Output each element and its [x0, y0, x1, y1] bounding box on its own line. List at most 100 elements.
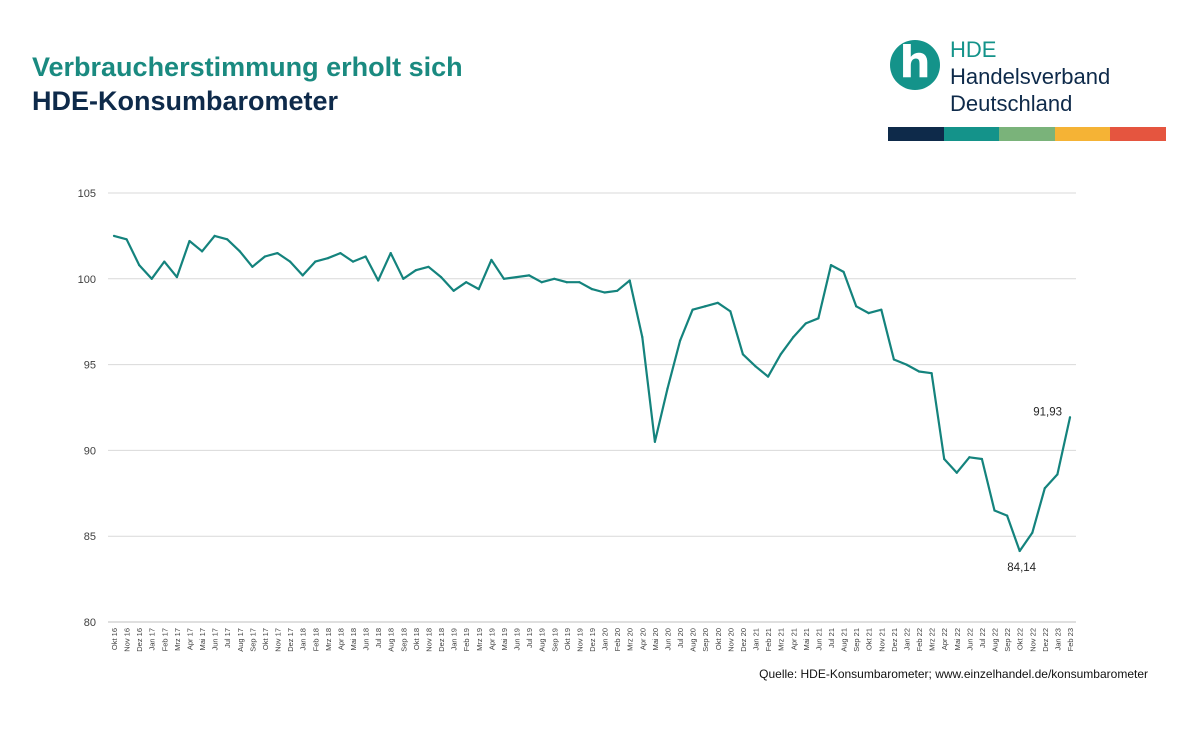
- data-point: [993, 509, 996, 512]
- data-point: [263, 255, 267, 258]
- data-point: [565, 281, 568, 284]
- data-point: [666, 387, 669, 390]
- x-tick-label: Okt 18: [412, 628, 421, 650]
- data-point: [439, 275, 443, 279]
- data-point: [1006, 514, 1009, 517]
- data-point: [465, 281, 468, 284]
- y-tick-label: 80: [84, 617, 96, 629]
- x-tick-label: Mrz 19: [475, 628, 484, 651]
- data-point: [314, 260, 317, 263]
- x-tick-label: Mrz 22: [928, 628, 937, 651]
- y-tick-label: 100: [78, 274, 96, 286]
- hde-logo-mark: h: [890, 40, 940, 90]
- data-point: [502, 277, 506, 280]
- data-point: [289, 260, 292, 263]
- x-tick-label: Jan 17: [148, 628, 157, 651]
- x-tick-label: Sep 19: [550, 628, 559, 652]
- x-tick-label: Feb 19: [462, 628, 471, 651]
- data-point: [590, 287, 594, 291]
- data-point: [389, 251, 392, 255]
- data-point: [792, 336, 795, 339]
- data-point: [704, 305, 707, 308]
- x-tick-label: Aug 18: [387, 628, 396, 652]
- data-point: [414, 269, 417, 272]
- hde-logo: h HDE Handelsverband Deutschland: [888, 36, 1168, 146]
- x-tick-label: Apr 22: [940, 628, 949, 650]
- source-note: Quelle: HDE-Konsumbarometer; www.einzelh…: [759, 667, 1148, 681]
- x-tick-label: Dez 19: [588, 628, 597, 652]
- data-point: [729, 310, 732, 313]
- x-tick-label: Mai 20: [651, 628, 660, 651]
- y-tick-label: 95: [84, 360, 96, 372]
- logo-bar-segment: [999, 127, 1055, 141]
- x-tick-label: Jun 21: [814, 628, 823, 651]
- data-point: [968, 456, 971, 459]
- data-point: [603, 291, 606, 294]
- data-point: [138, 263, 141, 267]
- data-point: [351, 260, 355, 263]
- x-tick-label: Aug 17: [236, 628, 245, 652]
- x-tick-label: Mrz 21: [777, 628, 786, 651]
- x-tick-label: Jul 18: [374, 628, 383, 648]
- y-tick-label: 90: [84, 445, 96, 457]
- data-point: [339, 251, 342, 255]
- page-subtitle: HDE-Konsumbarometer: [32, 86, 339, 116]
- x-tick-label: Feb 17: [160, 628, 169, 651]
- x-tick-label: Apr 20: [638, 628, 647, 650]
- x-tick-label: Mai 22: [953, 628, 962, 651]
- x-tick-label: Aug 21: [840, 628, 849, 652]
- page-title: Verbraucherstimmung erholt sich: [32, 52, 463, 82]
- logo-abbr: HDE: [950, 37, 997, 62]
- x-tick-label: Feb 21: [764, 628, 773, 651]
- data-point: [301, 274, 304, 277]
- x-tick-label: Jul 21: [827, 628, 836, 648]
- data-point: [163, 260, 166, 263]
- x-tick-label: Sep 22: [1003, 628, 1012, 652]
- x-tick-label: Okt 22: [1016, 628, 1025, 650]
- data-point: [779, 353, 782, 356]
- data-point: [754, 365, 757, 368]
- hde-logo-text: HDE Handelsverband Deutschland: [950, 36, 1110, 117]
- data-point: [553, 277, 556, 280]
- data-point: [616, 289, 619, 292]
- x-tick-label: Mai 21: [802, 628, 811, 651]
- x-tick-label: Nov 20: [726, 628, 735, 652]
- x-tick-label: Dez 18: [437, 628, 446, 652]
- x-tick-label: Jun 20: [663, 628, 672, 651]
- x-tick-label: Dez 22: [1041, 628, 1050, 652]
- data-point: [490, 258, 493, 262]
- data-point: [364, 255, 367, 258]
- x-tick-label: Jun 19: [513, 628, 522, 651]
- data-point: [880, 308, 883, 311]
- data-point: [917, 370, 921, 373]
- data-point: [276, 251, 279, 255]
- x-tick-label: Jul 20: [676, 628, 685, 648]
- x-tick-label: Jan 21: [752, 628, 761, 651]
- x-tick-label: Apr 21: [789, 628, 798, 650]
- x-tick-label: Apr 18: [336, 628, 345, 650]
- data-point: [238, 250, 241, 253]
- data-point: [628, 279, 631, 282]
- x-tick-label: Jul 22: [978, 628, 987, 648]
- data-point: [540, 281, 543, 284]
- data-label: 84,14: [1007, 562, 1036, 574]
- data-point: [741, 353, 745, 356]
- data-point: [955, 471, 958, 474]
- logo-color-bar: [888, 127, 1166, 141]
- x-tick-label: Jun 17: [211, 628, 220, 651]
- data-point: [1043, 487, 1046, 490]
- x-tick-label: Feb 18: [311, 628, 320, 651]
- data-point: [188, 239, 191, 243]
- data-point: [980, 457, 984, 461]
- x-tick-label: Mrz 17: [173, 628, 182, 651]
- x-tick-label: Okt 19: [563, 628, 572, 650]
- x-tick-label: Nov 17: [274, 628, 283, 652]
- data-point: [112, 234, 116, 237]
- logo-bar-segment: [1054, 127, 1111, 141]
- data-point: [892, 358, 895, 361]
- x-tick-label: Nov 22: [1028, 628, 1037, 652]
- x-tick-label: Jan 18: [299, 628, 308, 651]
- x-tick-label: Nov 21: [877, 628, 886, 652]
- data-point: [842, 270, 845, 274]
